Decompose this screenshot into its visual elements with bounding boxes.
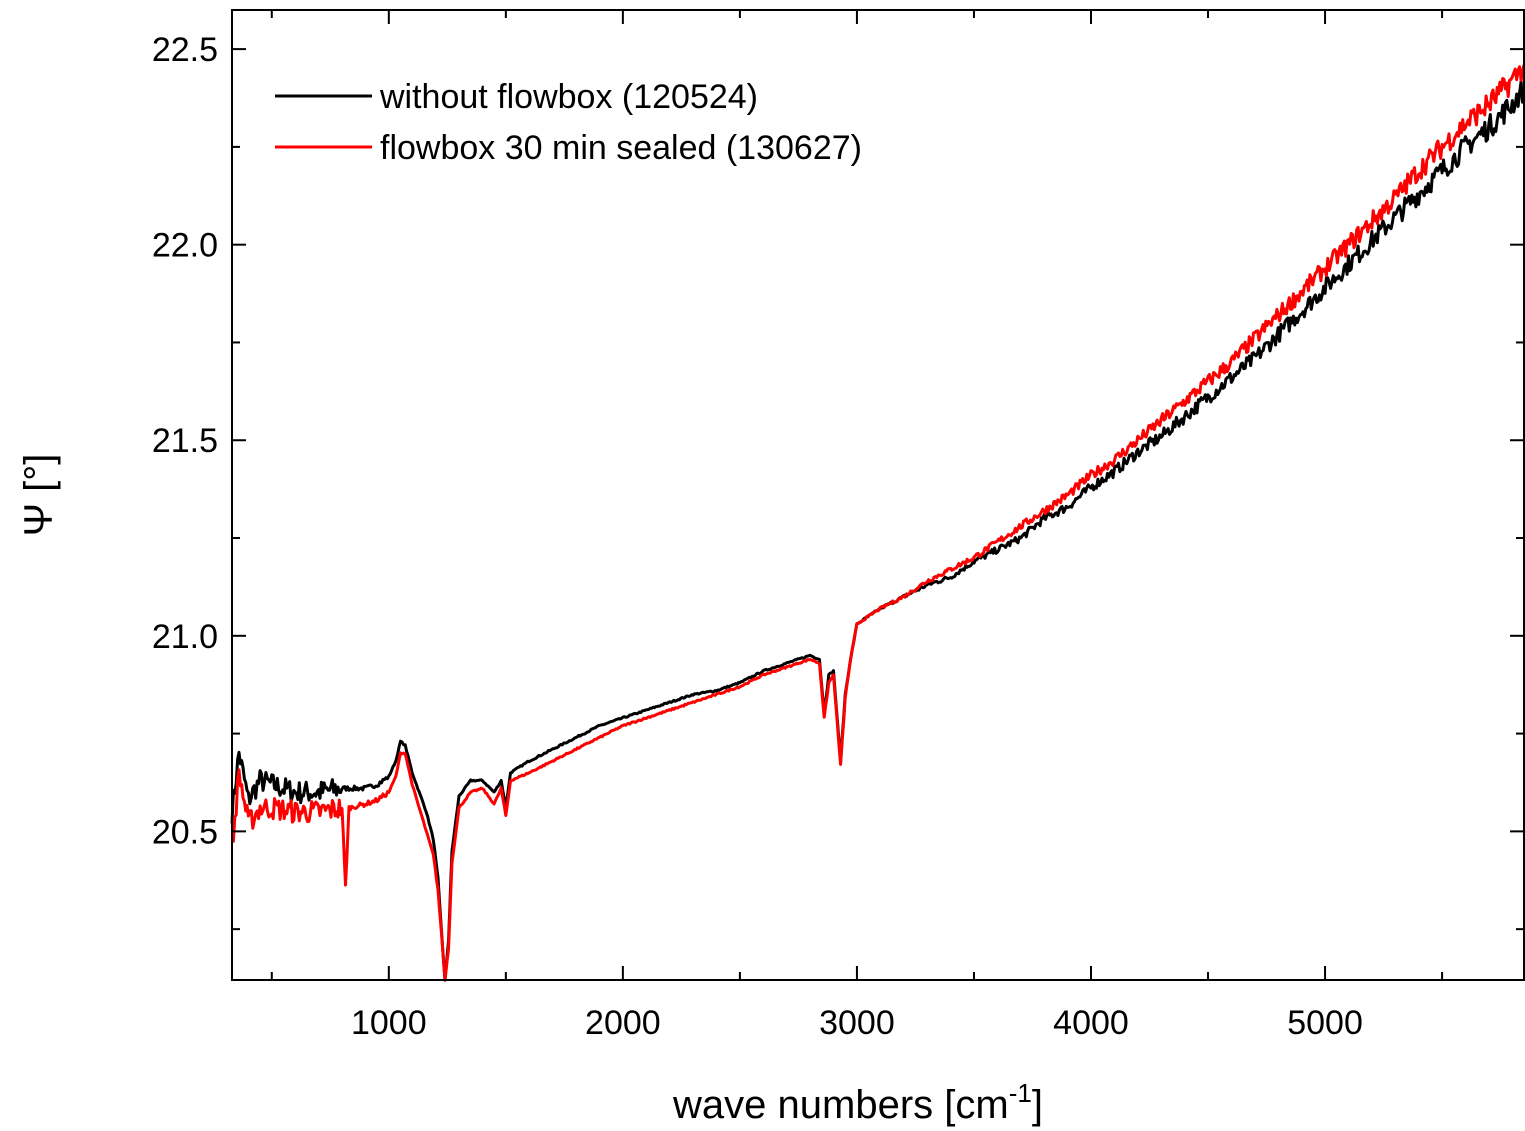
x-tick-label: 3000: [819, 1004, 895, 1042]
x-axis-title-suffix: ]: [1032, 1083, 1043, 1127]
y-tick-label: 21.5: [152, 422, 218, 460]
plot-area: [230, 64, 1525, 982]
series-line-0: [230, 80, 1525, 982]
x-tick-label: 1000: [351, 1004, 427, 1042]
x-axis-title-superscript: -1: [1009, 1078, 1032, 1108]
plot-frame: [231, 9, 1525, 981]
axis-ticks: 1000 2000 3000 4000 5000 20.5 21.0 21.5 22.0 22.5: [152, 10, 1524, 1042]
y-axis-title: Ψ [°]: [17, 454, 61, 537]
legend: without flowbox (120524) flowbox 30 min …: [275, 78, 862, 167]
x-axis-title: wave numbers [cm-1]: [672, 1078, 1043, 1127]
y-tick-label: 21.0: [152, 618, 218, 656]
x-tick-label: 5000: [1287, 1004, 1363, 1042]
x-tick-label: 2000: [585, 1004, 661, 1042]
legend-label-flowbox-sealed: flowbox 30 min sealed (130627): [380, 129, 862, 167]
legend-label-without-flowbox: without flowbox (120524): [379, 78, 758, 116]
y-tick-label: 22.0: [152, 227, 218, 265]
series-line-1: [231, 64, 1525, 982]
y-tick-label: 22.5: [152, 31, 218, 69]
x-axis-title-main: wave numbers [cm: [672, 1083, 1009, 1127]
y-tick-label: 20.5: [152, 813, 218, 851]
x-tick-label: 4000: [1053, 1004, 1129, 1042]
